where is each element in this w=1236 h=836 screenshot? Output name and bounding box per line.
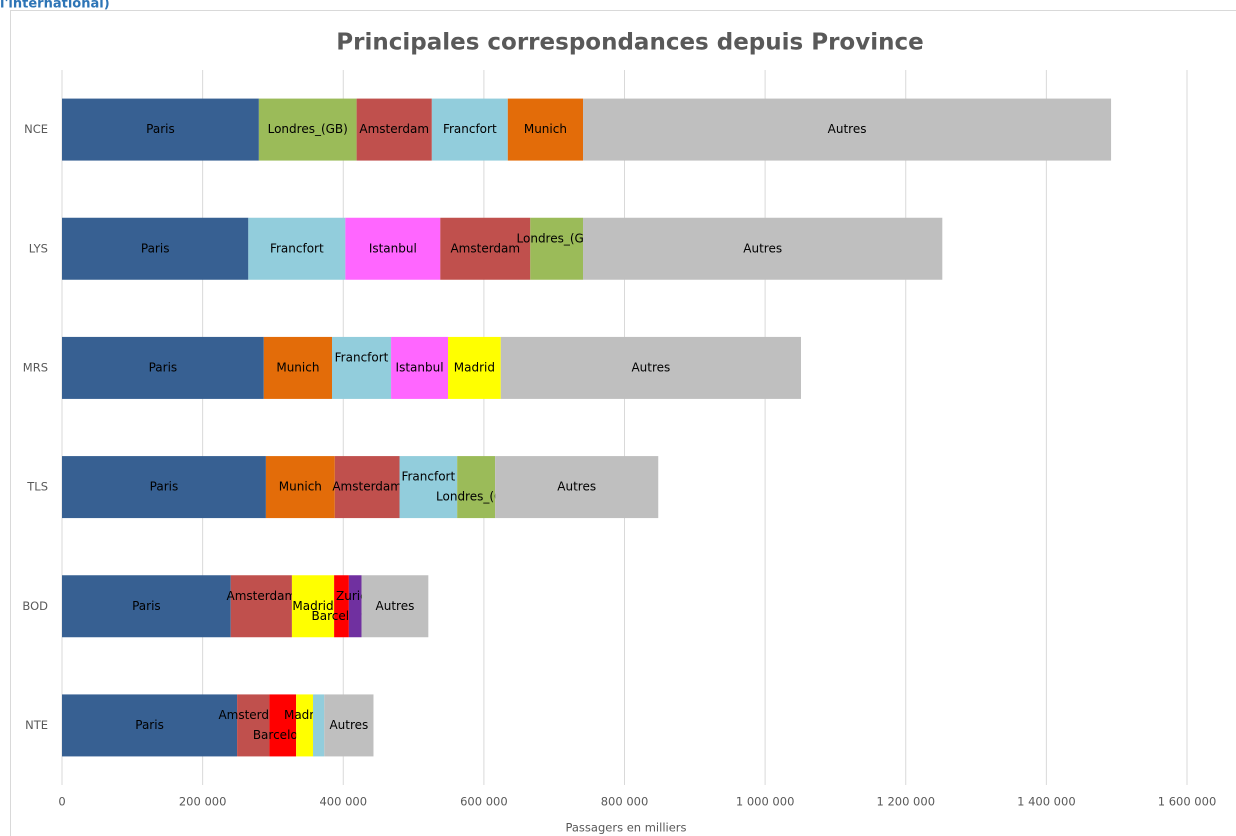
y-tick-label: NCE <box>24 122 48 136</box>
bar-segment <box>500 336 801 399</box>
segment-label: Munich <box>276 360 319 374</box>
bar-segment <box>356 98 432 161</box>
segment-label: Francfort <box>401 470 455 484</box>
bar-segment <box>263 336 332 399</box>
segment-label: Amsterdam <box>450 241 520 255</box>
segment-label: Paris <box>141 241 170 255</box>
bar-segment <box>62 694 238 757</box>
y-tick-label: BOD <box>22 599 48 613</box>
bar-segment <box>583 98 1112 161</box>
bar-segment <box>230 575 292 638</box>
bar-segment <box>495 456 659 519</box>
bar-segment <box>324 694 374 757</box>
x-tick-label: 1 400 000 <box>1017 795 1076 809</box>
segment-label: Francfort <box>443 122 497 136</box>
segment-label: Autres <box>557 480 596 494</box>
y-tick-label: MRS <box>23 360 48 374</box>
x-tick-label: 200 000 <box>179 795 227 809</box>
segment-label: Paris <box>146 122 175 136</box>
segment-label: Madrid <box>454 360 495 374</box>
x-tick-label: 1 600 000 <box>1158 795 1217 809</box>
segment-label: Istanbul <box>369 241 417 255</box>
bar-segment <box>345 217 441 280</box>
segment-label: Londres_(GB) <box>517 231 597 245</box>
bar-segment <box>248 217 346 280</box>
segment-label: Autres <box>743 241 782 255</box>
x-tick-label: 400 000 <box>319 795 367 809</box>
segment-label: Paris <box>150 480 179 494</box>
segment-label: Istanbul <box>396 360 444 374</box>
header-fragment: l'international) <box>0 0 110 12</box>
segment-label: Autres <box>631 360 670 374</box>
bar-segment <box>334 456 400 519</box>
bar-segment <box>291 575 335 638</box>
x-tick-label: 0 <box>58 795 65 809</box>
bar-segment <box>269 694 297 757</box>
segment-label: Francfort <box>335 350 389 364</box>
bar-segment <box>507 98 584 161</box>
x-tick-label: 600 000 <box>460 795 508 809</box>
x-tick-label: 800 000 <box>601 795 649 809</box>
chart-title: Principales correspondances depuis Provi… <box>336 30 923 56</box>
bar-segment <box>440 217 531 280</box>
bar-segment <box>530 217 584 280</box>
segment-label: Autres <box>329 718 368 732</box>
bar-segment <box>431 98 508 161</box>
segment-label: Munich <box>524 122 567 136</box>
segment-label: Amsterdam <box>359 122 429 136</box>
bar-segment <box>448 336 501 399</box>
bar-segment <box>361 575 429 638</box>
bar-segment <box>348 575 362 638</box>
segment-label: Munich <box>279 480 322 494</box>
segment-label: Autres <box>376 599 415 613</box>
chart-border <box>10 10 1236 836</box>
x-tick-label: 1 000 000 <box>736 795 795 809</box>
bar-segment <box>332 336 392 399</box>
bar-segment <box>62 456 266 519</box>
y-tick-label: LYS <box>29 241 48 255</box>
segment-label: Paris <box>135 718 164 732</box>
bar-segment <box>62 98 259 161</box>
segment-label: Paris <box>132 599 161 613</box>
x-tick-label: 1 200 000 <box>876 795 935 809</box>
segment-label: Francfort <box>270 241 324 255</box>
bar-segment <box>583 217 943 280</box>
segment-label: Paris <box>149 360 178 374</box>
bar-segment <box>62 217 249 280</box>
segment-label: Amsterdam <box>227 589 297 603</box>
bar-segment <box>399 456 458 519</box>
y-tick-label: TLS <box>26 480 48 494</box>
bar-segment <box>62 336 264 399</box>
bar-segment <box>258 98 357 161</box>
bar-segment <box>457 456 496 519</box>
x-axis-label: Passagers en milliers <box>565 821 686 835</box>
bar-segment <box>334 575 349 638</box>
bar-segment <box>391 336 449 399</box>
bar-segment <box>313 694 325 757</box>
y-tick-label: NTE <box>25 718 48 732</box>
segment-label: Madrid <box>292 599 333 613</box>
segment-label: Amsterdam <box>332 480 402 494</box>
bar-segment <box>296 694 314 757</box>
segment-label: Autres <box>828 122 867 136</box>
bar-segment <box>237 694 270 757</box>
bar-segment <box>62 575 231 638</box>
segment-label: Londres_(GB) <box>268 122 348 136</box>
bar-segment <box>265 456 335 519</box>
